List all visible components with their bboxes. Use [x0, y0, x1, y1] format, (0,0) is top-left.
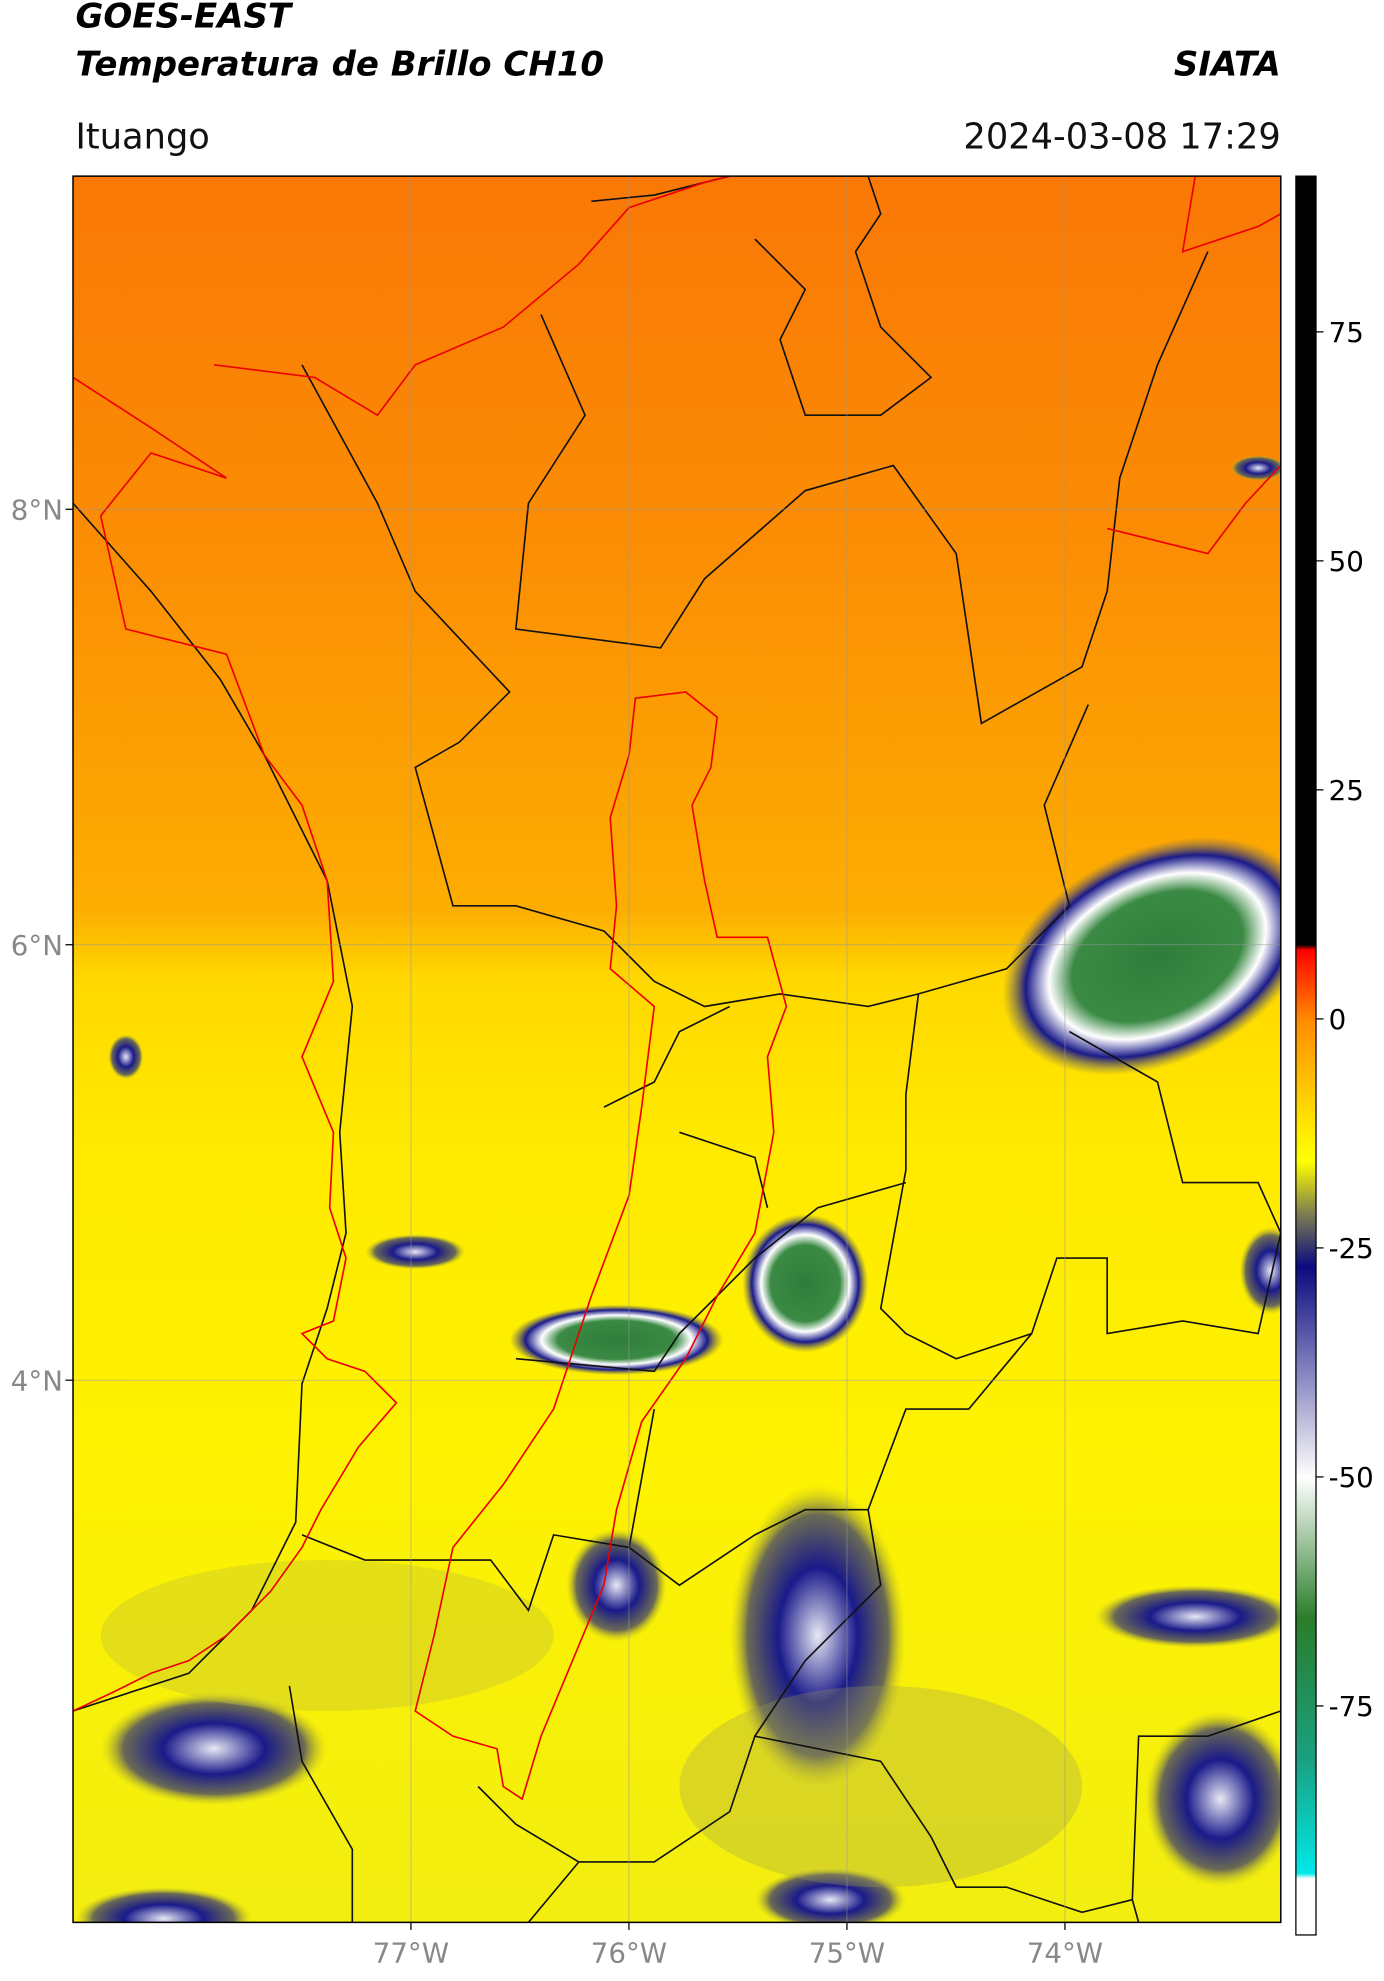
organization: SIATA [1174, 44, 1281, 84]
cloud-cells [75, 455, 1281, 1923]
borders [73, 176, 1281, 1923]
colorbar-tick-label: 25 [1329, 774, 1364, 807]
colorbar-tick-label: 0 [1329, 1003, 1347, 1036]
lon-tick-label: 75°W [809, 1937, 885, 1970]
colorbar [1295, 175, 1317, 1936]
lat-tick-label: 4°N [11, 1364, 63, 1397]
colorbar-tick-label: 50 [1329, 545, 1364, 578]
colorbar-tick-label: -50 [1329, 1461, 1374, 1494]
timestamp: 2024-03-08 17:29 [963, 116, 1280, 157]
map [73, 176, 1281, 1923]
lon-tick-label: 76°W [591, 1937, 667, 1970]
colorbar-tick-label: 75 [1329, 316, 1364, 349]
colorbar-tick-label: -25 [1329, 1232, 1374, 1265]
subtitle: Temperatura de Brillo CH10 [76, 44, 604, 84]
title: GOES-EAST [76, 0, 294, 37]
lat-tick-label: 8°N [11, 493, 63, 526]
region: Ituango [76, 116, 210, 157]
graticule [73, 176, 1281, 1923]
map-frame [72, 175, 1282, 1924]
coastline [73, 176, 1281, 1801]
colorbar-tick-label: -75 [1329, 1690, 1374, 1723]
lat-tick-label: 6°N [11, 929, 63, 962]
lon-tick-label: 74°W [1027, 1937, 1103, 1970]
lon-tick-label: 77°W [373, 1937, 449, 1970]
